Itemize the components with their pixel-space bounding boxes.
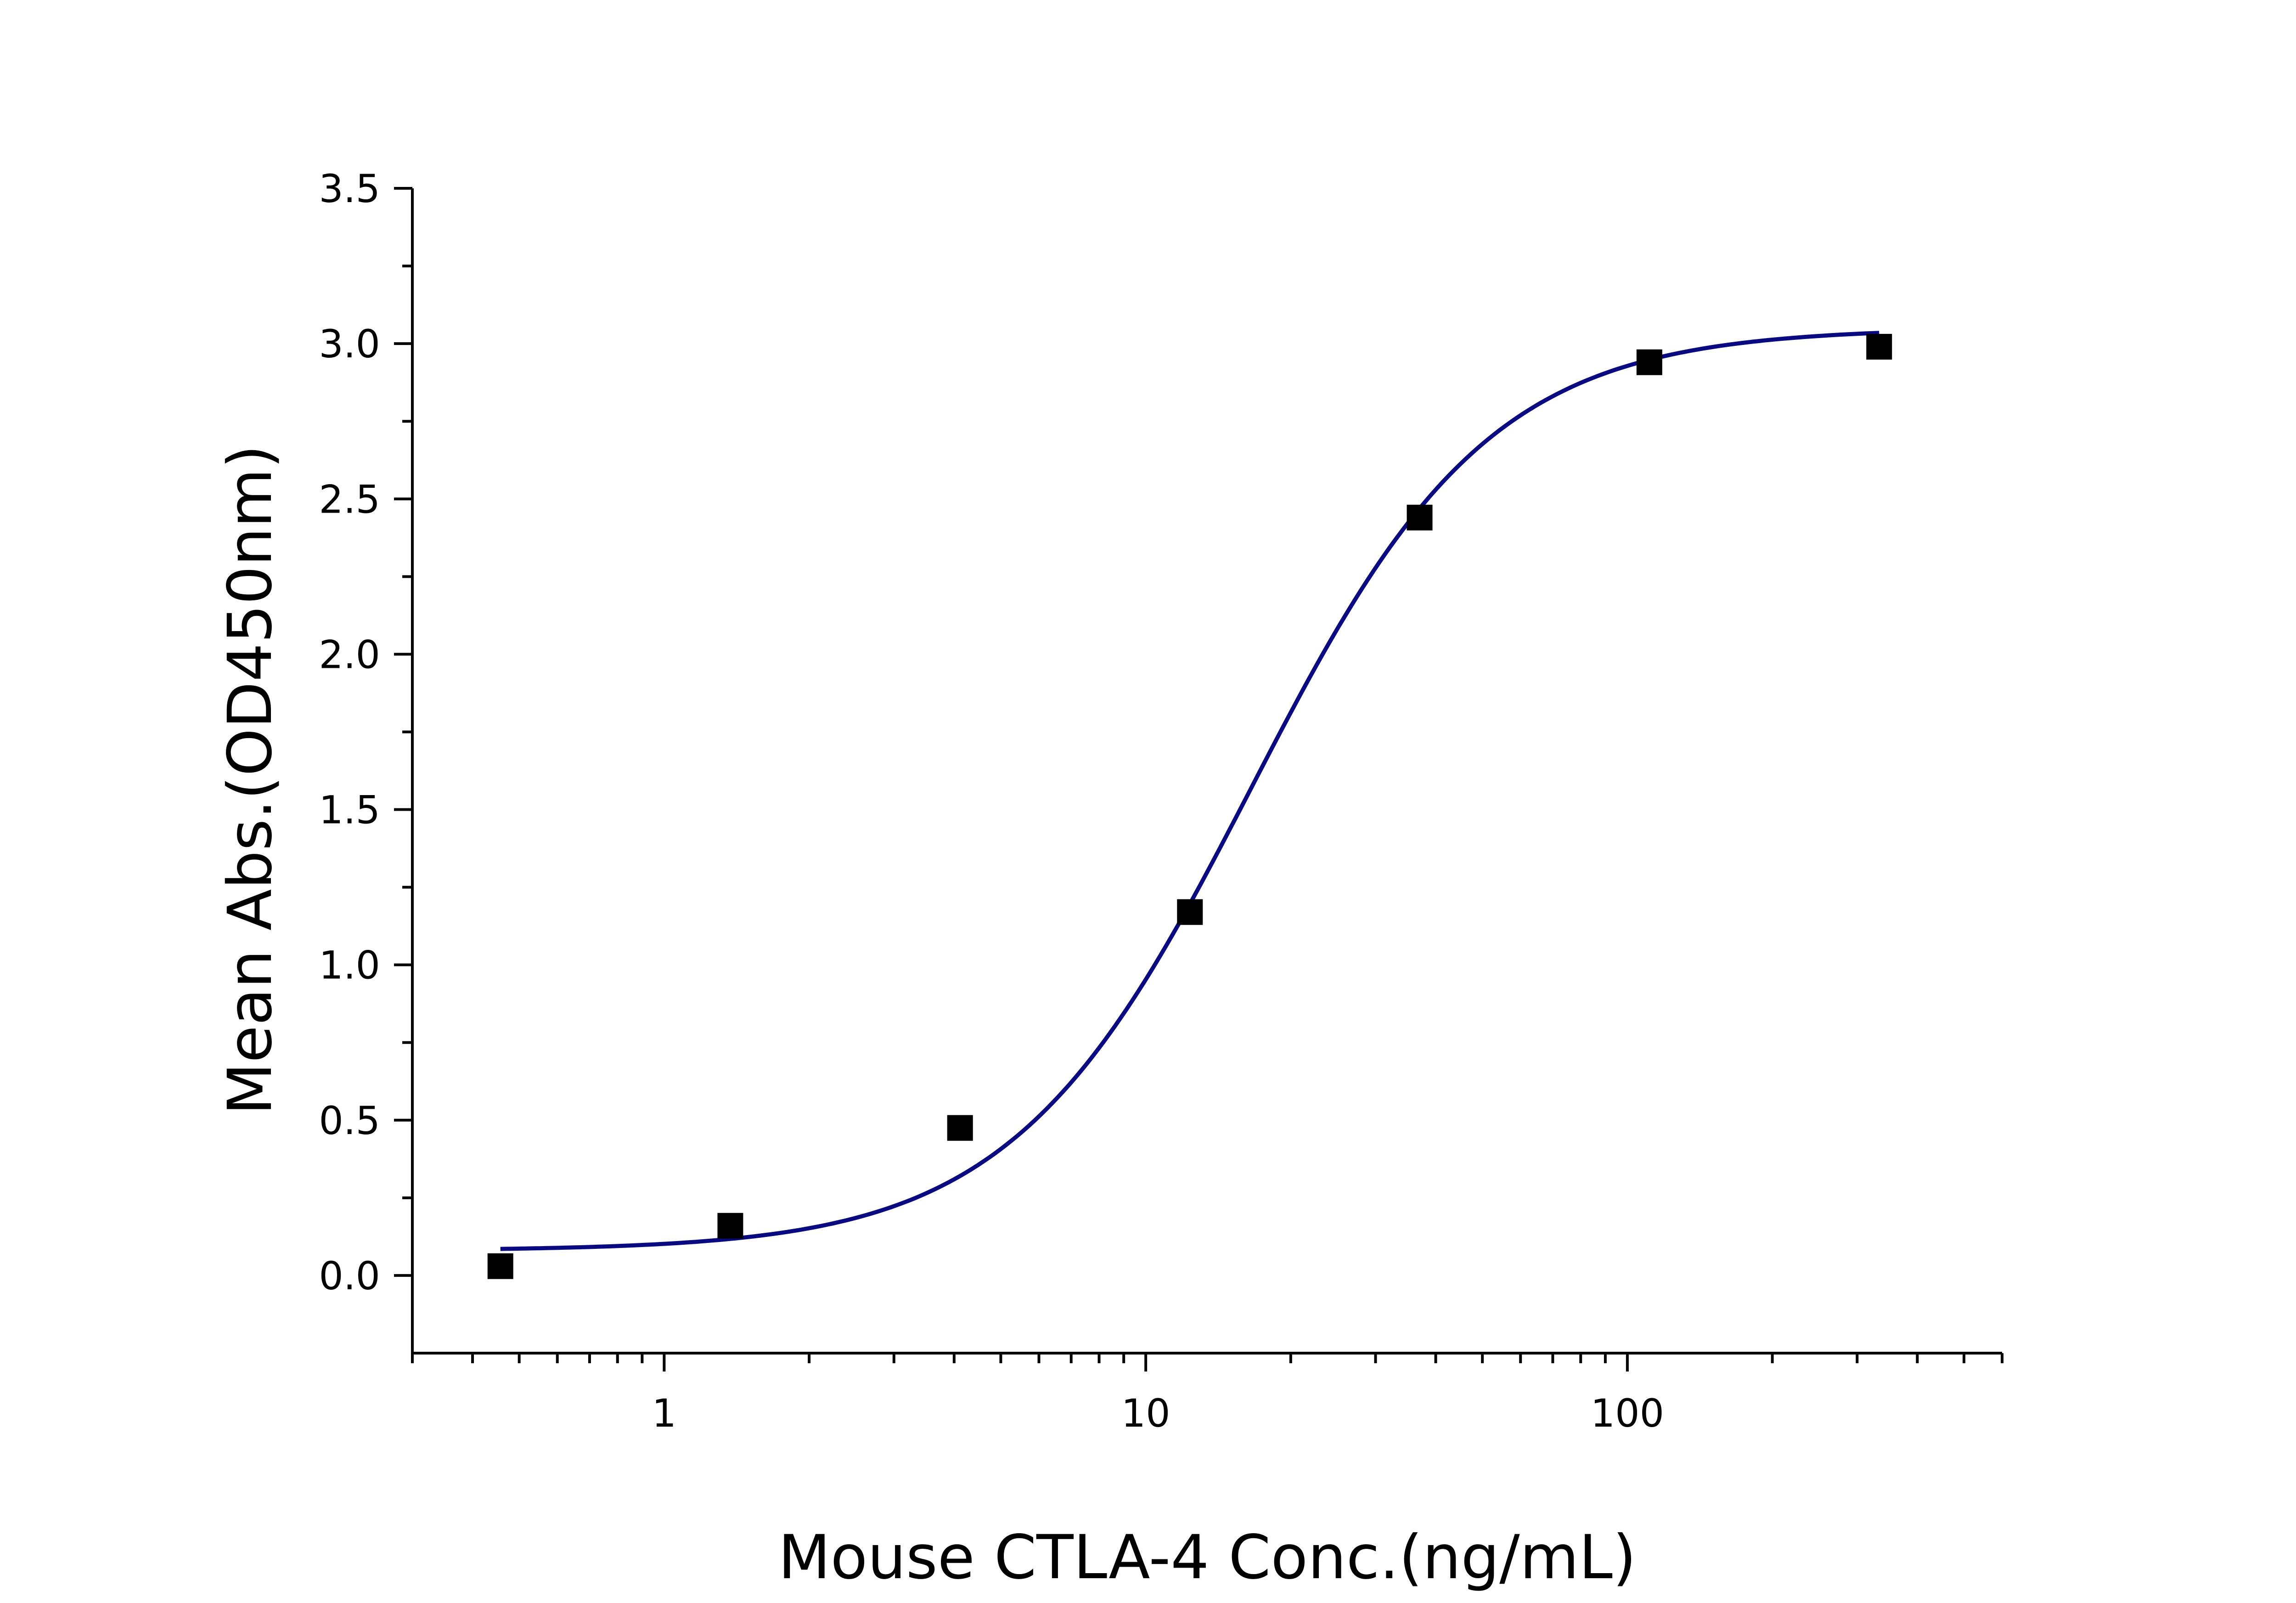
y-tick-label: 3.5 <box>319 166 380 211</box>
axes: 0.0 0.5 1.0 1.5 2.0 2.5 3.0 3.5 1 10 100 <box>319 166 2003 1436</box>
data-point <box>1177 899 1203 925</box>
y-tick-label: 1.5 <box>319 788 380 833</box>
y-tick-label: 1.0 <box>319 943 380 988</box>
x-axis-title: Mouse CTLA-4 Conc.(ng/mL) <box>778 1522 1637 1593</box>
data-point <box>487 1253 513 1279</box>
y-tick-label: 0.0 <box>319 1253 380 1298</box>
fit-curve-layer <box>500 331 1880 1251</box>
data-point <box>947 1115 973 1141</box>
y-tick-label: 0.5 <box>319 1098 380 1143</box>
data-point <box>1636 349 1662 375</box>
data-point <box>1407 504 1433 531</box>
data-point <box>1866 333 1892 360</box>
x-tick-label: 10 <box>1121 1391 1171 1436</box>
x-tick-label: 1 <box>652 1391 676 1436</box>
y-axis-title: Mean Abs.(OD450nm) <box>215 445 286 1115</box>
x-tick-label: 100 <box>1591 1391 1664 1436</box>
fit-curve <box>500 331 1880 1251</box>
data-point <box>717 1213 743 1239</box>
y-tick-label: 2.0 <box>319 632 380 677</box>
y-tick-label: 2.5 <box>319 477 380 522</box>
data-points-layer <box>487 333 1892 1279</box>
y-tick-label: 3.0 <box>319 322 380 367</box>
